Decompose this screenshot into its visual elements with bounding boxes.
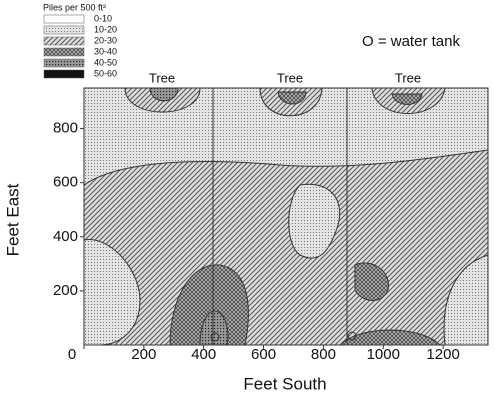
y-tick-label: 800 (53, 120, 78, 137)
y-tick-label: 200 (53, 282, 78, 299)
contour-map (83, 87, 489, 346)
annotation: Tree (277, 70, 303, 85)
legend-swatch (43, 69, 85, 79)
annotation: Tree (395, 70, 421, 85)
y-tick-label: 600 (53, 174, 78, 191)
legend-label: 40-50 (94, 57, 117, 67)
legend-label: 10-20 (94, 24, 117, 34)
y-axis-title: Feet East (3, 183, 22, 256)
legend-label: 20-30 (94, 35, 117, 45)
legend-label: 0-10 (94, 13, 112, 23)
x-axis-title: Feet South (243, 374, 326, 393)
annotation: Tree (149, 70, 175, 85)
legend-swatch (43, 47, 85, 57)
x-tick-label: 400 (191, 346, 216, 363)
x-tick-label: 1200 (426, 346, 459, 363)
x-tick-label: 200 (131, 346, 156, 363)
y-tick-label: 400 (53, 228, 78, 245)
x-tick-label: 800 (311, 346, 336, 363)
legend-swatch (43, 36, 85, 46)
legend-swatch (43, 25, 85, 35)
annotation: O = water tank (362, 33, 460, 50)
legend-swatch (43, 14, 85, 24)
legend-swatch (43, 58, 85, 68)
legend-title: Piles per 500 ft² (43, 2, 106, 12)
water-tank (347, 331, 357, 341)
x-tick-label: 0 (68, 346, 76, 363)
legend-label: 50-60 (94, 68, 117, 78)
legend-label: 30-40 (94, 46, 117, 56)
water-tank (210, 332, 220, 342)
x-tick-label: 600 (251, 346, 276, 363)
x-tick-label: 1000 (367, 346, 400, 363)
